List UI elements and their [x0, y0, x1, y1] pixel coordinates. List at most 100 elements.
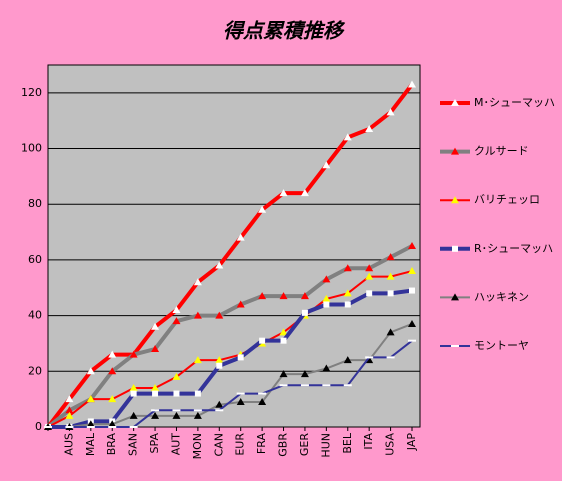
x-tick-label: AUT	[169, 433, 182, 456]
x-tick-label: CAN	[212, 433, 225, 456]
x-tick-label: GER	[298, 433, 311, 456]
marker	[365, 356, 374, 359]
y-tick-label: 100	[21, 142, 42, 155]
marker	[194, 390, 201, 397]
marker	[151, 411, 160, 419]
legend-label: モントーヤ	[474, 339, 529, 352]
marker	[365, 125, 374, 133]
marker	[193, 311, 202, 319]
marker	[366, 290, 373, 297]
y-tick-label: 20	[28, 364, 42, 377]
marker	[236, 397, 245, 405]
marker	[172, 317, 181, 325]
marker	[301, 309, 308, 316]
marker	[408, 267, 416, 275]
legend-label: M･シューマッハ	[474, 96, 555, 109]
marker	[193, 409, 202, 412]
marker	[258, 292, 267, 300]
marker	[129, 384, 138, 392]
marker	[365, 272, 374, 280]
marker	[386, 356, 395, 359]
y-tick-label: 0	[35, 420, 42, 433]
marker	[279, 370, 288, 378]
marker	[129, 350, 138, 358]
marker	[343, 356, 352, 364]
marker	[215, 261, 224, 269]
x-tick-label: ITA	[362, 433, 375, 450]
legend-label: R･シューマッハ	[474, 242, 553, 255]
marker	[343, 264, 352, 272]
marker	[86, 367, 95, 375]
y-tick-label: 60	[28, 253, 42, 266]
marker	[108, 367, 117, 375]
marker	[409, 287, 415, 294]
marker	[451, 293, 459, 301]
marker	[300, 292, 309, 300]
marker	[386, 328, 395, 336]
marker	[172, 409, 181, 412]
marker	[387, 290, 394, 297]
marker	[215, 356, 224, 364]
marker	[408, 242, 416, 249]
marker	[65, 406, 74, 414]
marker	[86, 420, 95, 428]
marker	[258, 392, 267, 395]
chart-title: 得点累積推移	[223, 19, 346, 43]
marker	[172, 372, 181, 380]
marker	[408, 339, 416, 342]
marker	[236, 300, 245, 308]
marker	[86, 395, 95, 403]
marker	[193, 356, 202, 364]
marker	[216, 362, 223, 369]
marker	[300, 189, 309, 197]
marker	[343, 384, 352, 387]
marker	[129, 411, 138, 419]
series-line	[48, 323, 413, 428]
marker	[44, 426, 52, 428]
marker	[215, 409, 224, 412]
marker	[280, 337, 287, 344]
legend-label: バリチェッロ	[474, 193, 540, 206]
marker	[451, 345, 459, 347]
marker	[323, 301, 330, 308]
marker	[322, 161, 331, 169]
marker	[215, 311, 224, 319]
marker	[172, 411, 181, 419]
series-line	[47, 270, 413, 428]
marker	[151, 384, 160, 392]
marker	[236, 392, 245, 395]
marker	[173, 390, 180, 397]
marker	[322, 364, 331, 372]
marker	[322, 384, 331, 387]
marker	[65, 395, 74, 403]
marker	[152, 390, 159, 397]
marker	[300, 384, 309, 387]
marker	[365, 264, 374, 272]
marker	[343, 289, 352, 297]
marker	[130, 390, 137, 397]
marker	[451, 196, 459, 204]
x-tick-label: SAN	[127, 433, 140, 456]
x-tick-label: MON	[191, 433, 204, 459]
marker	[344, 301, 351, 308]
marker	[193, 411, 202, 419]
x-tick-label: EUR	[234, 433, 247, 456]
marker	[237, 354, 244, 361]
legend-label: ハッキネン	[474, 290, 529, 303]
legend-label: クルサード	[474, 145, 529, 158]
marker	[300, 370, 309, 378]
marker	[258, 205, 267, 213]
marker	[108, 395, 117, 403]
marker	[172, 306, 181, 314]
series-line	[46, 244, 413, 429]
marker	[408, 80, 416, 88]
y-tick-label: 120	[21, 86, 42, 99]
x-tick-label: GBR	[277, 433, 290, 457]
marker	[108, 426, 117, 428]
series-line	[48, 288, 413, 429]
marker	[386, 272, 395, 280]
marker	[215, 400, 224, 408]
x-tick-label: AUS	[62, 433, 75, 456]
marker	[279, 292, 288, 300]
